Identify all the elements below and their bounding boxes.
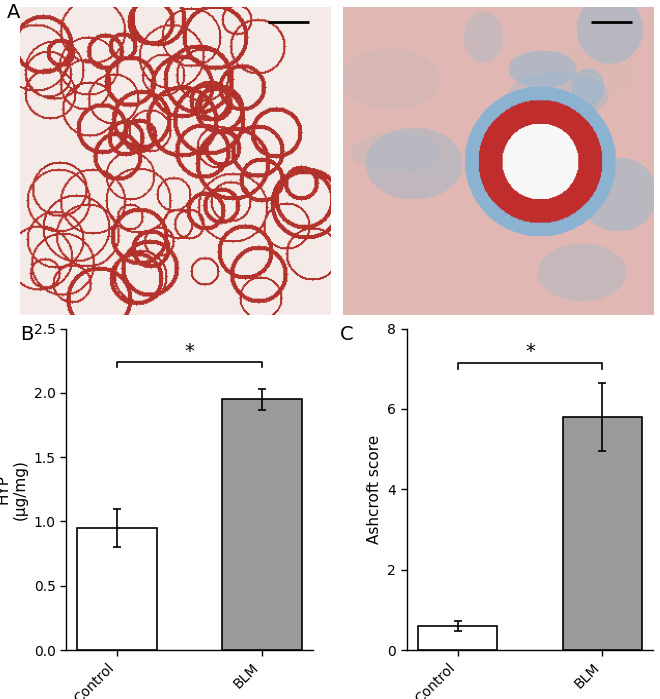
Text: *: * — [525, 342, 535, 361]
Y-axis label: Ashcroft score: Ashcroft score — [367, 435, 381, 544]
Bar — [562, 417, 642, 650]
Bar — [77, 528, 157, 650]
Y-axis label: HYP
(μg/mg): HYP (μg/mg) — [0, 459, 28, 520]
Text: A: A — [7, 3, 20, 22]
Text: B: B — [20, 325, 33, 344]
Title: BLM: BLM — [480, 0, 515, 4]
Bar — [418, 626, 498, 650]
Text: *: * — [184, 342, 194, 361]
Bar — [222, 399, 302, 650]
Text: C: C — [340, 325, 354, 344]
Title: Control: Control — [145, 0, 205, 4]
